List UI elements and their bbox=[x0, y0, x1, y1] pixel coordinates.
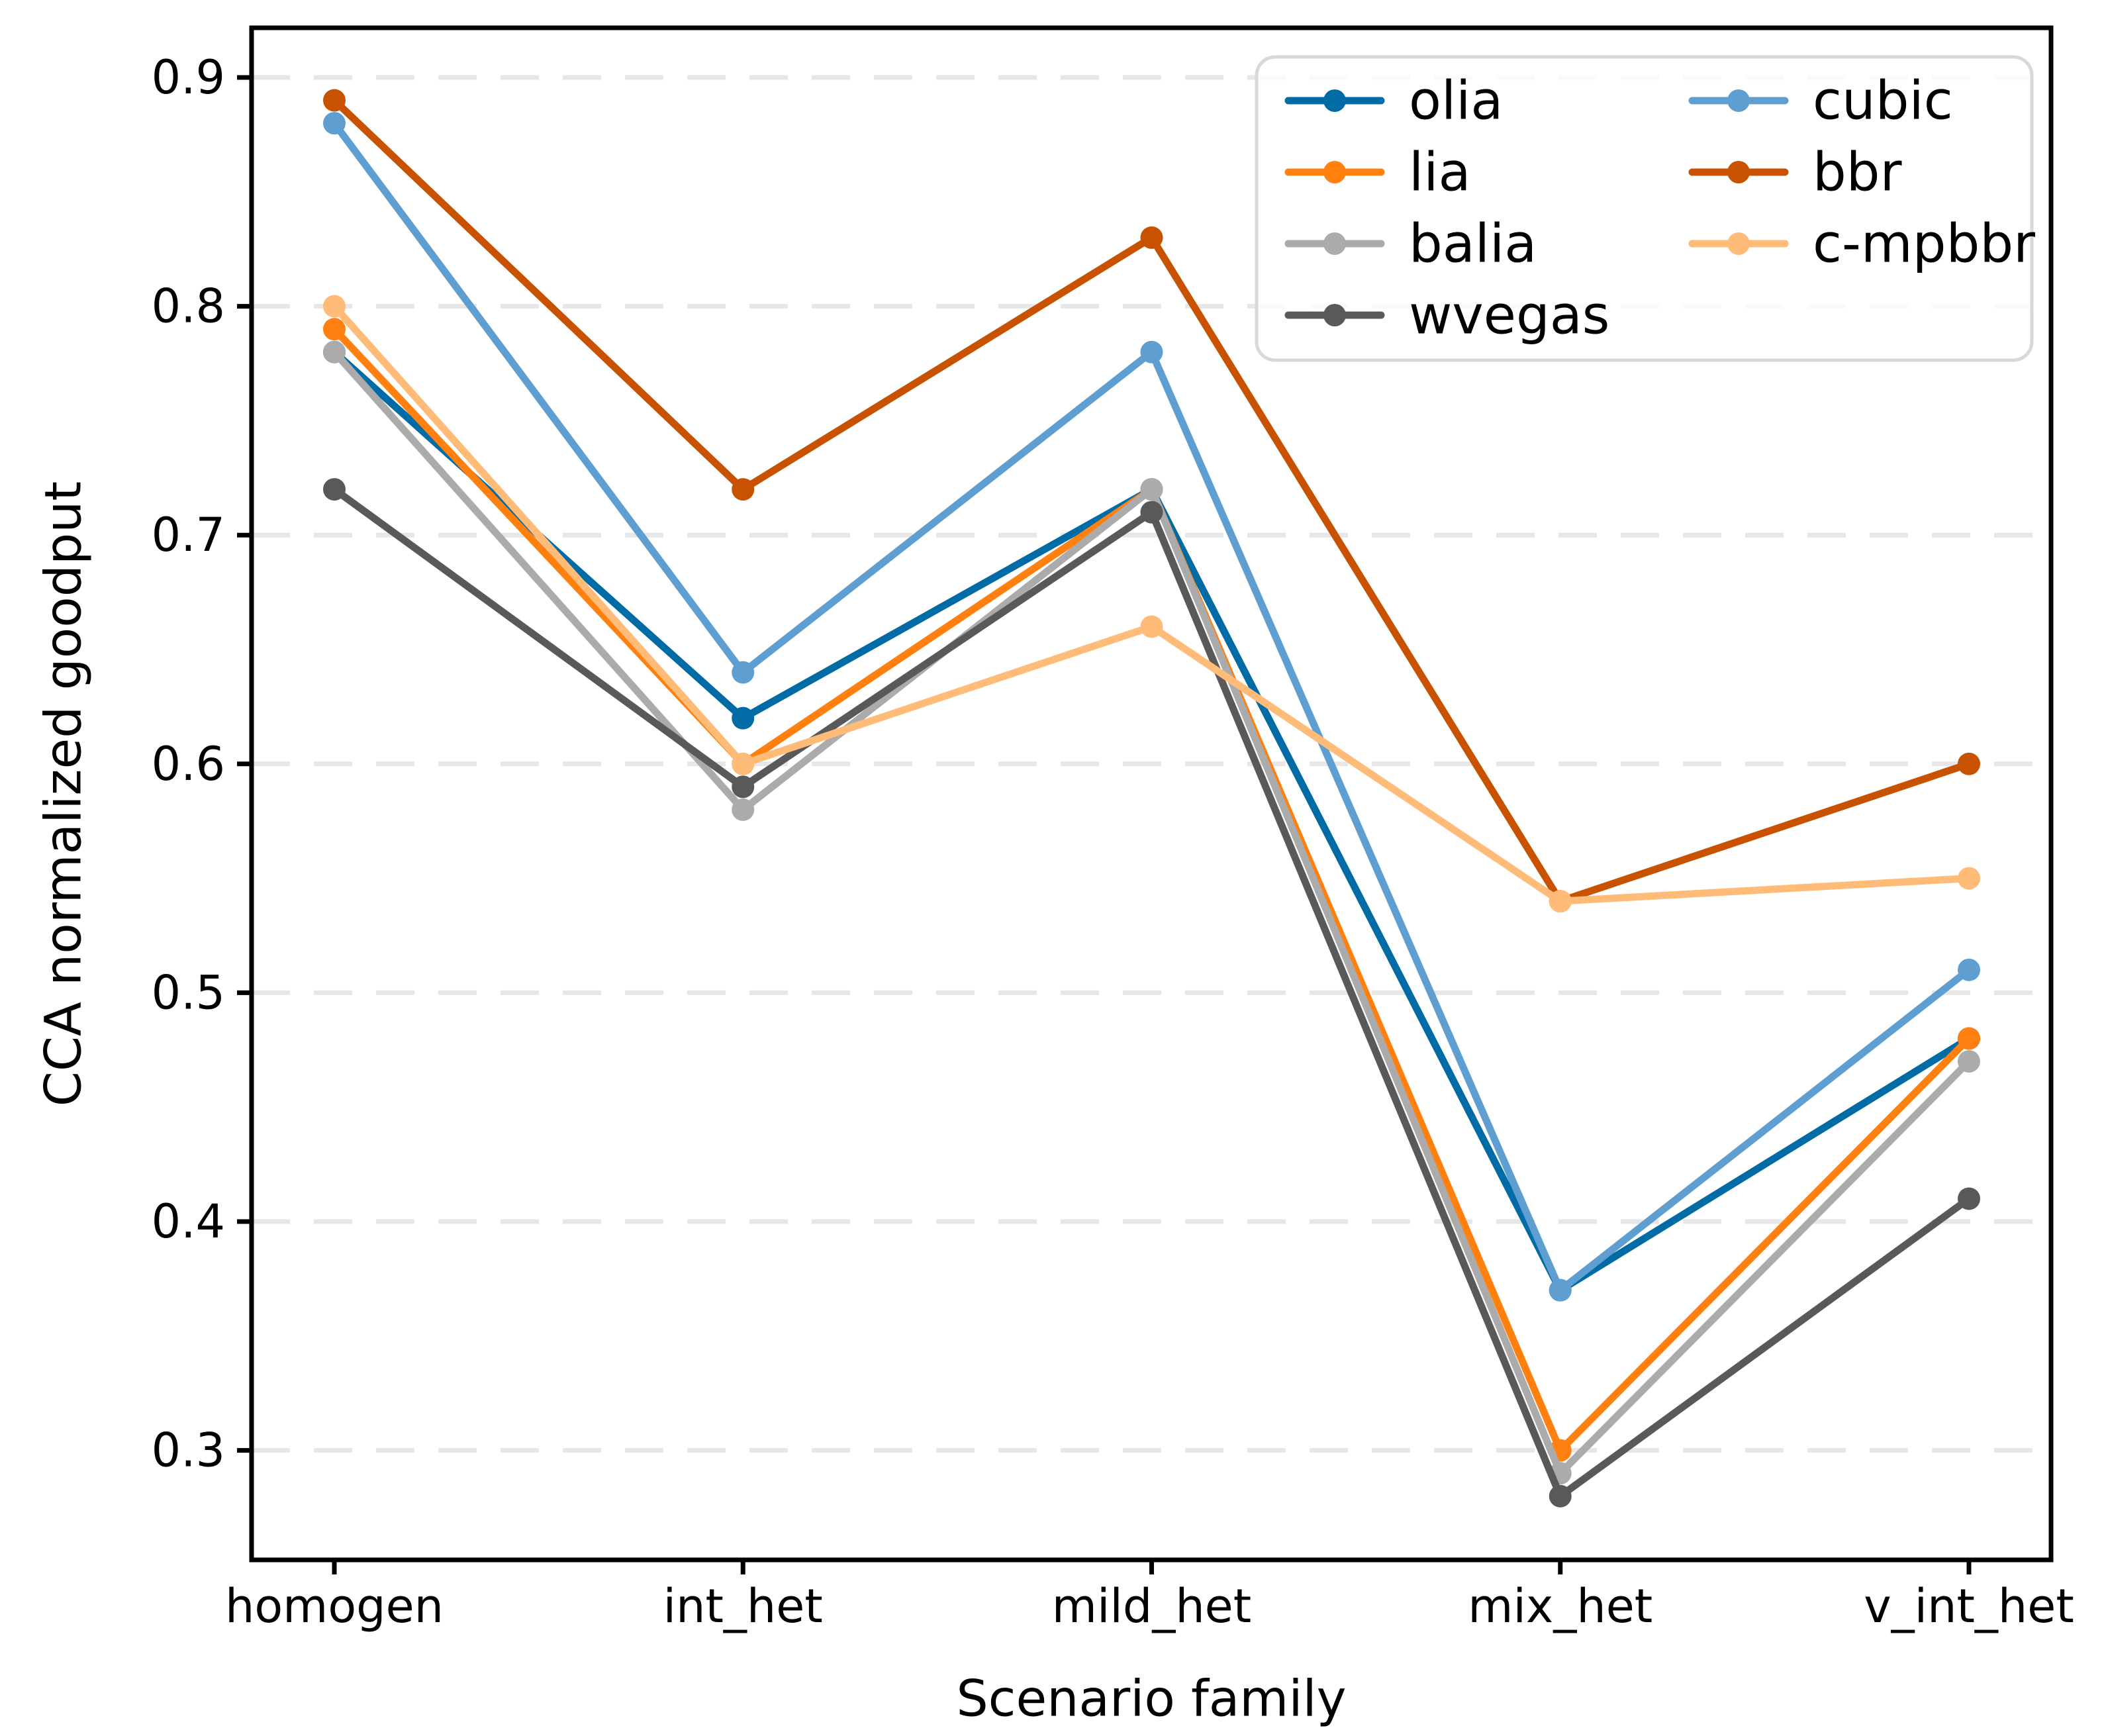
legend-label-wvegas: wvegas bbox=[1409, 285, 1609, 346]
x-tick-label-int_het: int_het bbox=[663, 1579, 823, 1633]
y-tick-label-0.7: 0.7 bbox=[152, 508, 225, 562]
y-tick-label-0.4: 0.4 bbox=[152, 1194, 225, 1249]
legend-marker-lia bbox=[1323, 161, 1346, 183]
y-tick-label-0.5: 0.5 bbox=[152, 965, 225, 1020]
series-marker-balia-v_int_het bbox=[1958, 1050, 1980, 1073]
series-marker-bbr-v_int_het bbox=[1958, 752, 1980, 775]
series-marker-c-mpbbr-v_int_het bbox=[1958, 867, 1980, 890]
legend-marker-cubic bbox=[1727, 89, 1750, 112]
series-marker-cubic-v_int_het bbox=[1958, 958, 1980, 981]
series-marker-olia-int_het bbox=[732, 706, 755, 730]
x-tick-label-homogen: homogen bbox=[225, 1579, 444, 1633]
legend-marker-bbr bbox=[1727, 161, 1750, 183]
series-marker-wvegas-mild_het bbox=[1140, 501, 1163, 524]
y-tick-label-0.8: 0.8 bbox=[152, 279, 225, 334]
series-marker-cubic-homogen bbox=[323, 112, 346, 135]
legend-label-olia: olia bbox=[1409, 70, 1503, 132]
series-marker-balia-mild_het bbox=[1140, 478, 1163, 501]
legend-box bbox=[1255, 55, 2034, 362]
legend-marker-olia bbox=[1323, 89, 1346, 112]
series-marker-bbr-int_het bbox=[732, 478, 755, 501]
legend-marker-balia bbox=[1323, 232, 1346, 255]
y-axis-title: CCA normalized goodput bbox=[34, 481, 93, 1106]
y-tick-label-0.9: 0.9 bbox=[152, 50, 225, 105]
x-axis-title: Scenario family bbox=[956, 1669, 1346, 1728]
series-marker-c-mpbbr-homogen bbox=[323, 295, 346, 318]
series-marker-c-mpbbr-mix_het bbox=[1549, 890, 1572, 913]
legend-marker-c-mpbbr bbox=[1727, 232, 1750, 255]
series-marker-balia-homogen bbox=[323, 340, 346, 363]
series-marker-cubic-int_het bbox=[732, 661, 755, 684]
series-marker-balia-int_het bbox=[732, 798, 755, 821]
series-marker-c-mpbbr-mild_het bbox=[1140, 615, 1163, 638]
y-tick-label-0.3: 0.3 bbox=[152, 1423, 225, 1478]
legend-label-balia: balia bbox=[1409, 213, 1537, 275]
legend-label-lia: lia bbox=[1409, 142, 1470, 203]
series-marker-bbr-mild_het bbox=[1140, 226, 1163, 249]
y-tick-label-0.6: 0.6 bbox=[152, 737, 225, 791]
legend-label-bbr: bbr bbox=[1813, 142, 1902, 203]
series-line-c-mpbbr bbox=[330, 303, 1973, 905]
legend-marker-wvegas bbox=[1323, 304, 1346, 326]
x-tick-label-mix_het: mix_het bbox=[1468, 1579, 1652, 1633]
series-marker-bbr-homogen bbox=[323, 89, 346, 112]
series-marker-wvegas-homogen bbox=[323, 478, 346, 501]
series-marker-c-mpbbr-int_het bbox=[732, 752, 755, 775]
series-marker-cubic-mix_het bbox=[1549, 1278, 1572, 1302]
series-marker-wvegas-v_int_het bbox=[1958, 1187, 1980, 1210]
x-tick-label-mild_het: mild_het bbox=[1052, 1579, 1251, 1633]
legend-label-c-mpbbr: c-mpbbr bbox=[1813, 213, 2035, 275]
series-marker-lia-v_int_het bbox=[1958, 1027, 1980, 1050]
series-marker-wvegas-int_het bbox=[732, 775, 755, 798]
series-marker-lia-homogen bbox=[323, 318, 346, 341]
legend-label-cubic: cubic bbox=[1813, 70, 1953, 132]
series-marker-wvegas-mix_het bbox=[1549, 1484, 1572, 1508]
series-marker-cubic-mild_het bbox=[1140, 340, 1163, 363]
x-tick-label-v_int_het: v_int_het bbox=[1864, 1579, 2074, 1633]
